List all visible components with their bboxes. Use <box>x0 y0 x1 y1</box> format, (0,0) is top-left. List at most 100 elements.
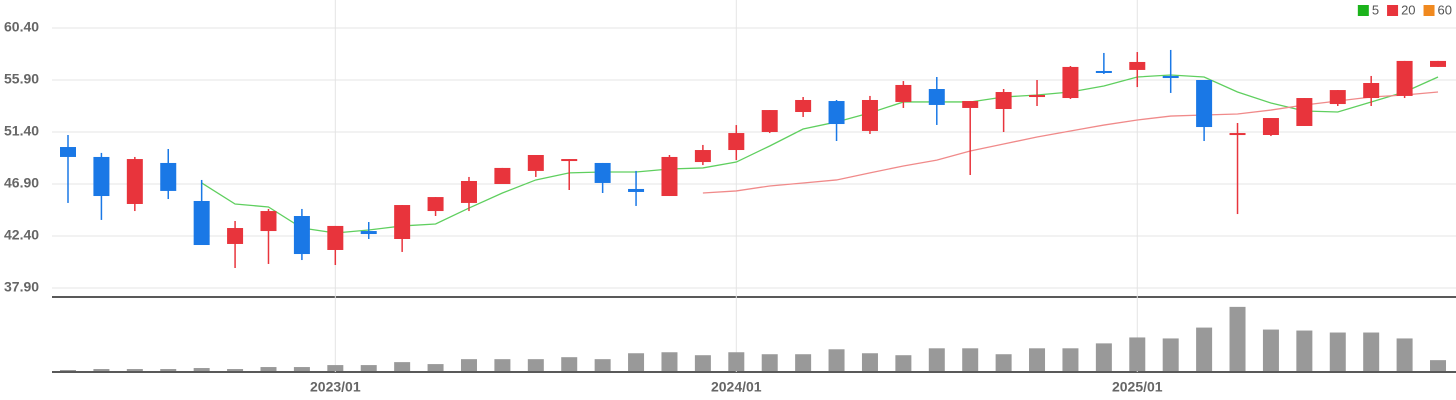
volume-bar <box>1196 327 1213 371</box>
candle-body <box>1095 70 1112 73</box>
candle-body <box>1363 83 1380 99</box>
candle-body <box>1196 80 1213 128</box>
candle-body <box>427 197 444 212</box>
volume-bar <box>160 369 177 371</box>
y-tick-label: 51.40 <box>4 123 39 139</box>
candle-body <box>460 180 477 203</box>
candle-body <box>260 211 277 232</box>
candle-body <box>1129 61 1146 70</box>
volume-bar <box>1129 337 1146 371</box>
candle-body <box>561 159 578 162</box>
candle-body <box>227 228 244 244</box>
candle-body <box>761 110 778 132</box>
y-tick-label: 46.90 <box>4 175 39 191</box>
candle-body <box>1029 95 1046 98</box>
volume-bar <box>661 352 678 371</box>
candle-body <box>1062 66 1079 99</box>
volume-bar <box>327 365 344 371</box>
volume-bar <box>60 370 76 371</box>
volume-bar <box>460 359 477 371</box>
candle-body <box>861 99 878 131</box>
candle-body <box>795 99 812 113</box>
volume-bar <box>1430 360 1447 371</box>
candle-body <box>1396 60 1413 96</box>
volume-bar <box>1229 306 1246 371</box>
candle-body <box>1430 60 1447 67</box>
candle-body <box>1262 118 1279 136</box>
moving-average-line <box>201 74 1439 234</box>
candle-body <box>661 156 678 197</box>
volume-bar <box>427 364 444 371</box>
y-tick-label: 37.90 <box>4 279 39 295</box>
y-tick-label: 42.40 <box>4 227 39 243</box>
y-tick-label: 55.90 <box>4 71 39 87</box>
candle-body <box>962 101 979 108</box>
volume-bar <box>828 349 845 371</box>
volume-bar <box>1162 338 1179 371</box>
candle-body <box>1329 90 1346 105</box>
volume-bar <box>126 369 143 371</box>
legend: 60 20 5 <box>1357 2 1452 17</box>
candle-body <box>928 89 945 105</box>
x-tick-label: 2025/01 <box>1112 379 1163 395</box>
legend-swatch <box>1387 5 1399 16</box>
candle-body <box>160 162 177 191</box>
volume-bar <box>928 348 945 371</box>
candle-body <box>193 200 210 246</box>
legend-label: 60 <box>1438 2 1452 17</box>
volume-bar <box>360 365 377 371</box>
volume-bar <box>761 354 778 371</box>
candle-body <box>327 225 344 250</box>
volume-bar <box>394 362 411 371</box>
candle-body <box>494 167 511 184</box>
volume-bar <box>861 353 878 371</box>
volume-bar <box>628 353 645 371</box>
x-tick-label: 2024/01 <box>711 379 762 395</box>
legend-label: 5 <box>1372 2 1379 17</box>
volume-bar <box>227 369 244 371</box>
volume-bar <box>995 354 1012 371</box>
legend-swatch <box>1357 5 1369 16</box>
volume-bar <box>1296 330 1313 371</box>
candle-body <box>895 84 912 102</box>
volume-bar <box>728 352 745 371</box>
volume-bar <box>694 355 711 371</box>
volume-bar <box>260 367 277 371</box>
volume-bar <box>93 369 110 371</box>
candle-body <box>828 101 845 125</box>
candle-body <box>1229 133 1246 136</box>
candle-body <box>594 162 611 183</box>
volume-bar <box>293 367 310 371</box>
candle-body <box>360 231 377 235</box>
y-tick-label: 60.40 <box>4 19 39 35</box>
candle-body <box>995 92 1012 110</box>
volume-bar <box>561 357 578 371</box>
candle-body <box>628 188 645 192</box>
legend-label: 20 <box>1401 2 1415 17</box>
candle-body <box>1296 98 1313 126</box>
candle-body <box>527 154 544 171</box>
volume-bar <box>1363 332 1380 371</box>
x-tick-label: 2023/01 <box>310 379 361 395</box>
candle-body <box>93 156 110 197</box>
volume-bar <box>193 368 210 371</box>
volume-bar <box>795 354 812 371</box>
volume-bar <box>1062 348 1079 371</box>
volume-bar <box>594 359 611 371</box>
moving-average-line <box>702 91 1439 194</box>
candle-body <box>126 159 143 204</box>
candle-body <box>60 147 76 157</box>
volume-bar <box>962 348 979 371</box>
volume-bar <box>527 359 544 371</box>
volume-bar <box>494 359 511 371</box>
volume-bar <box>1329 332 1346 371</box>
volume-bar <box>895 355 912 371</box>
candle-body <box>394 205 411 240</box>
candle-body <box>694 150 711 163</box>
volume-bar <box>1029 348 1046 371</box>
candle-body <box>293 216 310 255</box>
volume-bar <box>1095 343 1112 371</box>
volume-bar <box>1262 329 1279 371</box>
legend-swatch <box>1423 5 1435 16</box>
